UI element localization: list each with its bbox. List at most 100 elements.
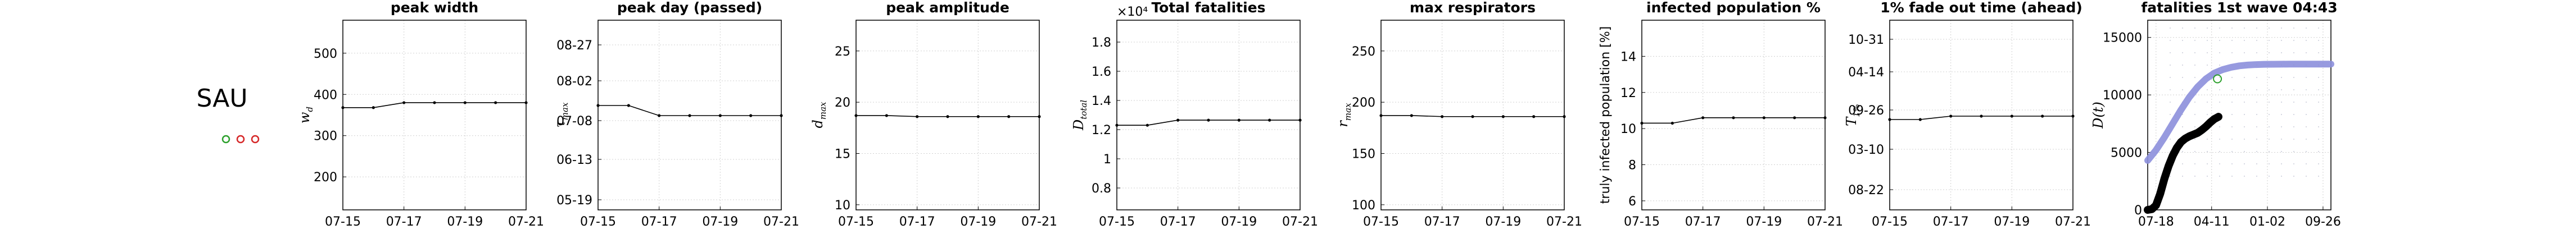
x-tick-label: 04-11	[2194, 215, 2230, 229]
band-dot	[2318, 114, 2319, 115]
chart-panel-2: peak day (passed) 07-15 07-17 07-19 07-21 05-…	[552, 0, 799, 229]
band-dot	[2194, 151, 2195, 152]
band-dot	[2281, 151, 2282, 152]
data-point	[1207, 118, 1210, 122]
chart-panel-7: 1% fade out time (ahead) 07-15 07-17 07-19 0…	[1844, 0, 2091, 229]
y-tick-label: 1.6	[1092, 65, 1111, 79]
band-dot	[2281, 126, 2282, 127]
data-point	[596, 104, 600, 107]
band-dot	[2244, 89, 2245, 90]
chart-panel-5: max respirators 07-15 07-17 07-19 07-21 100 15…	[1335, 0, 1582, 229]
band-dot	[2231, 126, 2233, 127]
data-point	[1379, 114, 1383, 117]
data-point	[1888, 118, 1891, 121]
y-tick-label: 25	[835, 45, 850, 59]
band-dot	[2244, 126, 2245, 127]
band-dot	[2219, 65, 2220, 66]
band-dot	[2182, 65, 2183, 66]
band-dot	[2194, 139, 2195, 140]
data-point	[1532, 115, 1536, 118]
band-dot	[2231, 89, 2233, 90]
peak-marker	[2213, 74, 2222, 84]
plot-frame	[342, 20, 527, 210]
x-tick-label: 07-21	[1282, 215, 1318, 229]
band-dot	[2281, 163, 2282, 164]
y-axis-label-main: τ	[552, 120, 568, 127]
status-marker-2	[236, 135, 245, 144]
data-point	[1007, 115, 1011, 118]
band-dot	[2306, 151, 2307, 152]
band-dot	[2269, 27, 2270, 29]
data-point	[2010, 114, 2013, 118]
x-tick-label: 07-19	[960, 215, 996, 229]
band-dot	[2318, 77, 2319, 78]
band-dot	[2170, 114, 2171, 115]
band-dot	[2182, 52, 2183, 53]
band-dot	[2244, 114, 2245, 115]
data-point	[1563, 115, 1566, 118]
band-dot	[2244, 139, 2245, 140]
y-axis-label-subscript: max	[560, 102, 570, 120]
x-tick-label: 07-19	[1994, 215, 2030, 229]
x-tick-label: 07-21	[763, 215, 799, 229]
chart-title: max respirators	[1410, 0, 1536, 16]
country-label-block: SAU	[196, 84, 260, 144]
data-point	[524, 101, 528, 104]
band-dot	[2293, 40, 2294, 41]
data-point	[1762, 116, 1765, 120]
band-dot	[2269, 40, 2270, 41]
band-dot	[2231, 163, 2233, 164]
band-dot	[2256, 52, 2257, 53]
x-tick-label: 07-21	[508, 215, 544, 229]
band-dot	[2256, 77, 2257, 78]
data-point	[463, 101, 467, 104]
band-dot	[2194, 114, 2195, 115]
band-dot	[2194, 102, 2195, 103]
y-tick-label: 05-19	[556, 194, 592, 208]
x-tick-label: 07-17	[1424, 215, 1460, 229]
y-tick-label: 5000	[2111, 146, 2142, 160]
band-dot	[2231, 102, 2233, 103]
y-tick-label: 14	[1620, 50, 1636, 64]
band-dot	[2207, 102, 2208, 103]
grid	[1380, 20, 1565, 210]
y-axis-label-main: r	[1335, 120, 1351, 127]
x-tick-label: 07-18	[2138, 215, 2174, 229]
y-axis-label: T1%	[1844, 104, 1862, 126]
y-axis-label-subscript: max	[1343, 103, 1353, 121]
band-dot	[2269, 176, 2270, 177]
band-dot	[2306, 126, 2307, 127]
x-tick-label: 09-26	[2305, 215, 2341, 229]
data-point	[341, 106, 345, 109]
band-dot	[2244, 52, 2245, 53]
band-dot	[2306, 139, 2307, 140]
band-dot	[2231, 176, 2233, 177]
y-tick-label: 10000	[2103, 89, 2142, 103]
y-tick-label: 08-02	[556, 75, 592, 89]
x-tick-label: 01-02	[2249, 215, 2285, 229]
data-point	[1176, 118, 1180, 122]
y-axis-label-main: d	[810, 120, 826, 128]
band-dot	[2269, 102, 2270, 103]
data-point	[1949, 114, 1953, 118]
data-point	[494, 101, 497, 104]
y-axis-label-main: w	[297, 112, 313, 123]
band-dot	[2256, 27, 2257, 29]
band-dot	[2207, 40, 2208, 41]
x-tick-label: 07-19	[1221, 215, 1257, 229]
y-tick-label: 150	[1352, 148, 1375, 162]
band-dot	[2207, 27, 2208, 29]
band-dot	[2281, 77, 2282, 78]
band-dot	[2318, 102, 2319, 103]
series-line	[598, 105, 781, 116]
y-tick-label: 10-31	[1848, 33, 1884, 47]
band-dot	[2256, 40, 2257, 41]
band-dot	[2293, 114, 2294, 115]
band-dot	[2182, 126, 2183, 127]
chart-title: Total fatalities	[1151, 0, 1265, 16]
band-dot	[2306, 176, 2307, 177]
data-point	[1732, 116, 1735, 120]
x-tick-label: 07-21	[1807, 215, 1843, 229]
